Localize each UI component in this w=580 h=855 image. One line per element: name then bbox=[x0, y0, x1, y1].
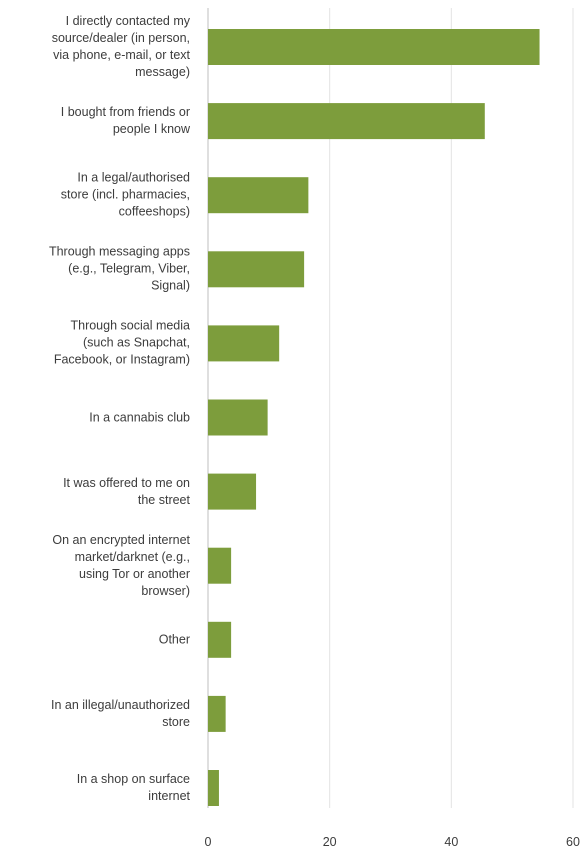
bars bbox=[208, 29, 540, 806]
bar bbox=[208, 547, 232, 584]
category-label: In a shop on surface internet bbox=[76, 772, 190, 803]
bar bbox=[208, 29, 540, 65]
bar bbox=[208, 399, 268, 436]
bar bbox=[208, 770, 219, 806]
bar bbox=[208, 695, 226, 732]
category-label: In a cannabis club bbox=[89, 410, 190, 424]
x-axis-ticks: 0 20 40 60 bbox=[205, 835, 580, 849]
bar bbox=[208, 621, 232, 658]
category-label: It was offered to me on the street bbox=[63, 475, 190, 507]
x-tick-label: 40 bbox=[444, 835, 458, 849]
bar bbox=[208, 177, 309, 214]
x-tick-label: 20 bbox=[323, 835, 337, 849]
category-label: Through social media (such as Snapchat, … bbox=[53, 318, 190, 367]
category-label: In a legal/authorised store (incl. pharm… bbox=[60, 170, 190, 219]
bar bbox=[208, 325, 280, 362]
category-label: In an illegal/unauthorized store bbox=[51, 697, 190, 729]
x-tick-label: 0 bbox=[205, 835, 212, 849]
category-label: I bought from friends or people I know bbox=[60, 105, 190, 137]
bar bbox=[208, 473, 257, 510]
category-label: I directly contacted my source/dealer (i… bbox=[51, 14, 190, 79]
x-tick-label: 60 bbox=[566, 835, 580, 849]
bar bbox=[208, 251, 305, 288]
bar bbox=[208, 103, 485, 140]
category-label: On an encrypted internet market/darknet … bbox=[52, 532, 190, 598]
category-label: Through messaging apps (e.g., Telegram, … bbox=[48, 244, 190, 293]
category-label: Other bbox=[158, 632, 190, 647]
